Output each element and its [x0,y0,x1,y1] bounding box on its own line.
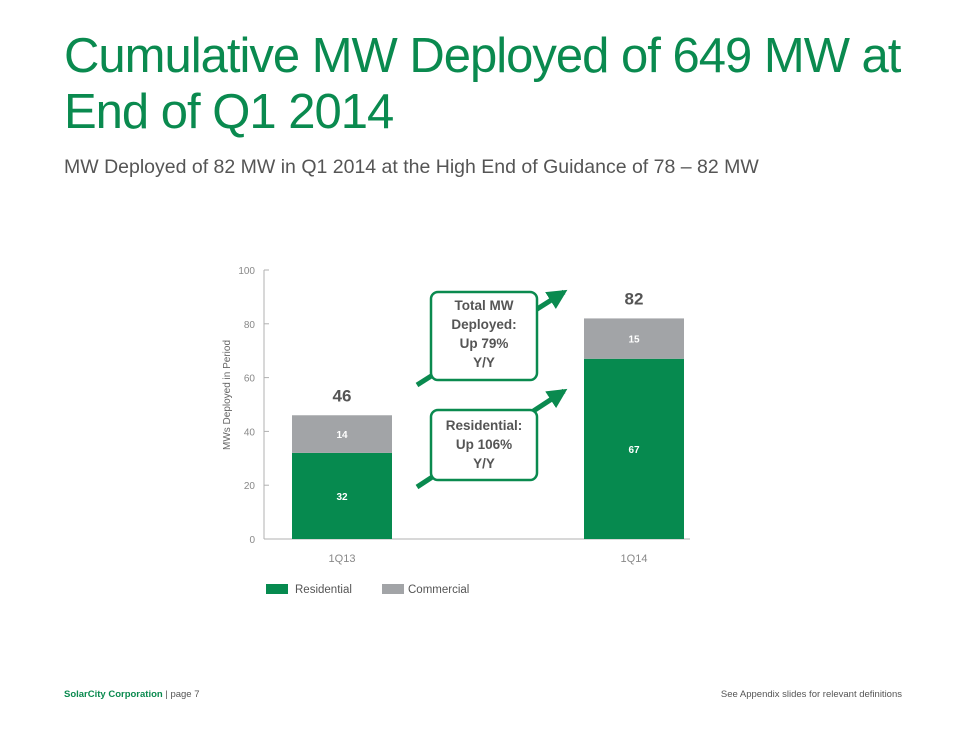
footer-page: | page 7 [162,689,200,700]
y-axis-label: MWs Deployed in Period [222,340,233,450]
legend-swatch-residential [266,584,288,594]
footer-company: SolarCity Corporation [64,689,163,700]
legend-swatch-commercial [382,584,404,594]
y-tick-label: 100 [238,266,255,277]
bar-commercial-1q13 [292,415,392,453]
footer-note: See Appendix slides for relevant definit… [720,689,902,700]
y-tick-label: 20 [244,481,256,492]
bar-value-label: 15 [628,335,640,346]
legend-label-residential: Residential [295,584,352,596]
callout-text-line: Y/Y [473,355,495,370]
y-tick-label: 60 [244,374,256,385]
y-tick-label: 40 [244,427,256,438]
y-tick-label: 80 [244,320,256,331]
bar-total-label: 46 [333,386,352,405]
bar-residential-1q13 [292,452,392,539]
callout-text-line: Residential: [446,418,523,433]
callout-text-line: Deployed: [451,317,516,332]
x-tick-label: 1Q13 [329,553,356,565]
page-subtitle: MW Deployed of 82 MW in Q1 2014 at the H… [64,156,759,178]
x-tick-label: 1Q14 [621,553,648,565]
legend-label-commercial: Commercial [408,584,469,596]
total-growth-callout [429,290,539,382]
callout-text-line: Up 79% [460,336,509,351]
callout-text-line: Y/Y [473,456,495,471]
callout-text-line: Up 106% [456,437,512,452]
bar-residential-1q14 [584,358,684,539]
bar-value-label: 32 [336,492,348,503]
page-title: Cumulative MW Deployed of 649 MW at End … [64,29,901,139]
y-tick-label: 0 [249,535,255,546]
footer-left: SolarCity Corporation | page 7 [64,689,200,700]
residential-growth-callout [429,408,539,482]
bar-value-label: 67 [628,445,640,456]
callout-text-line: Total MW [455,298,514,313]
bar-value-label: 14 [336,430,348,441]
bar-commercial-1q14 [584,318,684,359]
bar-total-label: 82 [625,289,644,308]
